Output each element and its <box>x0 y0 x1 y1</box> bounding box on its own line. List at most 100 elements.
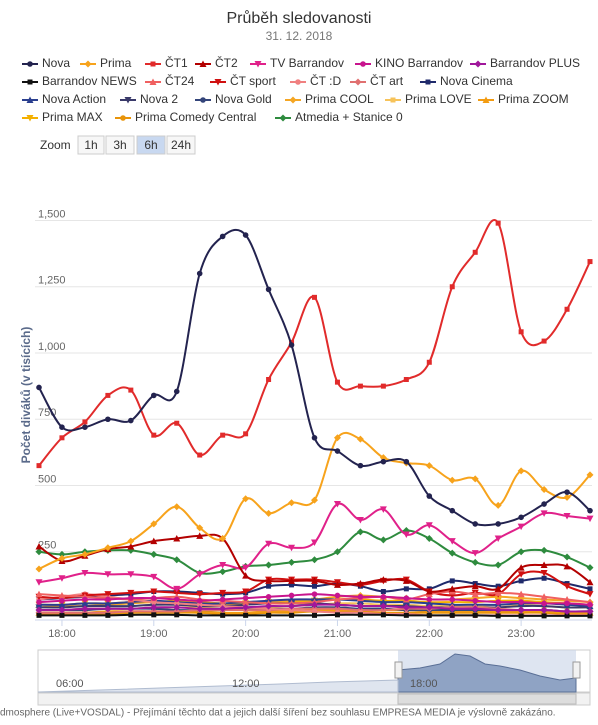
marker <box>104 544 112 552</box>
marker <box>35 590 43 598</box>
legend-item[interactable]: ČT :D <box>290 73 341 88</box>
legend-item[interactable]: Prima COOL <box>285 92 374 106</box>
marker <box>151 432 157 438</box>
marker <box>449 578 455 584</box>
legend-label[interactable]: ČT1 <box>165 55 188 70</box>
legend-label[interactable]: Prima MAX <box>42 110 103 124</box>
series <box>36 591 593 608</box>
legend-label[interactable]: Prima COOL <box>305 92 374 106</box>
marker <box>379 454 387 462</box>
navigator[interactable] <box>37 649 591 706</box>
marker <box>243 431 249 437</box>
marker <box>36 384 42 391</box>
legend-item[interactable]: Nova 2 <box>120 92 178 106</box>
navigator-handle[interactable] <box>572 661 581 679</box>
legend-label[interactable]: Nova Action <box>42 92 106 106</box>
marker <box>174 420 180 426</box>
legend-item[interactable]: Prima Comedy Central <box>115 110 256 124</box>
marker <box>564 600 570 607</box>
legend-item[interactable]: Atmedia + Stanice 0 <box>275 110 403 124</box>
legend-label[interactable]: ČT art <box>370 73 404 88</box>
legend-label[interactable]: TV Barrandov <box>270 56 344 70</box>
marker <box>288 602 296 610</box>
legend-item[interactable]: Nova Action <box>22 92 106 106</box>
legend-item[interactable]: Nova Gold <box>195 92 272 106</box>
legend-item[interactable]: Barrandov PLUS <box>470 56 580 70</box>
marker <box>242 495 250 503</box>
marker <box>426 596 433 603</box>
marker <box>173 556 181 564</box>
marker <box>541 575 547 581</box>
legend-label[interactable]: ČT sport <box>230 73 276 88</box>
marker <box>495 613 501 619</box>
legend-item[interactable]: Nova Cinema <box>420 74 513 88</box>
legend-item[interactable]: Nova <box>22 56 70 70</box>
legend-label[interactable]: Prima LOVE <box>405 92 472 106</box>
legend-label[interactable]: Nova 2 <box>140 92 178 106</box>
marker <box>494 535 502 542</box>
legend-item[interactable]: ČT1 <box>145 55 188 70</box>
legend-item[interactable]: Prima LOVE <box>385 92 472 106</box>
marker <box>448 549 456 557</box>
legend-label[interactable]: Prima ZOOM <box>498 92 569 106</box>
zoom-button-label[interactable]: 6h <box>144 138 157 152</box>
legend-label[interactable]: KINO Barrandov <box>375 56 463 70</box>
marker <box>288 558 296 566</box>
legend-item[interactable]: ČT2 <box>195 55 238 70</box>
marker <box>356 435 364 443</box>
marker <box>564 613 570 619</box>
legend-item[interactable]: Prima <box>80 56 132 70</box>
legend-label[interactable]: Barrandov PLUS <box>490 56 580 70</box>
marker <box>311 435 318 441</box>
marker <box>35 548 43 556</box>
marker <box>266 583 272 589</box>
zoom-button-label[interactable]: 24h <box>171 138 191 152</box>
marker <box>311 591 318 597</box>
series-line <box>38 219 591 467</box>
legend-item[interactable]: KINO Barrandov <box>355 56 463 70</box>
marker <box>402 603 410 611</box>
legend-marker <box>390 97 396 103</box>
marker <box>219 233 226 240</box>
legend-label[interactable]: ČT2 <box>215 55 238 70</box>
series <box>35 501 594 593</box>
zoom-button[interactable] <box>136 135 166 155</box>
scrollbar-thumb[interactable] <box>397 693 577 705</box>
zoom-button-label[interactable]: 1h <box>84 138 97 152</box>
marker <box>196 571 204 578</box>
legend-marker <box>26 96 34 103</box>
legend-item[interactable]: TV Barrandov <box>250 56 344 70</box>
legend-label[interactable]: Prima <box>100 56 132 70</box>
legend-item[interactable]: Prima ZOOM <box>478 92 569 106</box>
marker <box>196 597 203 604</box>
legend-item[interactable]: Barrandov NEWS <box>22 74 137 88</box>
zoom-button[interactable] <box>105 135 135 155</box>
y-tick-label: 1,250 <box>38 275 66 287</box>
marker <box>81 599 89 607</box>
marker <box>563 512 571 520</box>
legend-label[interactable]: Nova <box>42 56 70 70</box>
legend-item[interactable]: ČT24 <box>145 73 195 88</box>
legend-item[interactable]: Prima MAX <box>22 110 103 124</box>
legend-marker <box>295 79 301 85</box>
legend-label[interactable]: Prima Comedy Central <box>135 110 256 124</box>
marker <box>173 603 181 611</box>
navigator-handle[interactable] <box>394 661 403 679</box>
legend-label[interactable]: ČT24 <box>165 73 195 88</box>
legend-item[interactable]: ČT sport <box>210 73 276 88</box>
series <box>35 601 594 615</box>
legend-label[interactable]: ČT :D <box>310 73 341 88</box>
zoom-button-label[interactable]: 3h <box>113 138 126 152</box>
marker <box>540 593 548 600</box>
zoom-button[interactable] <box>166 135 196 155</box>
legend-label[interactable]: Nova Gold <box>215 92 272 106</box>
legend-label[interactable]: Atmedia + Stanice 0 <box>295 110 403 124</box>
marker <box>59 612 65 618</box>
legend-label[interactable]: Nova Cinema <box>440 74 513 88</box>
marker <box>425 522 433 529</box>
legend-label[interactable]: Barrandov NEWS <box>42 74 137 88</box>
legend-item[interactable]: ČT art <box>350 73 404 88</box>
marker <box>196 270 203 277</box>
marker <box>540 561 548 568</box>
zoom-button[interactable] <box>77 135 105 155</box>
